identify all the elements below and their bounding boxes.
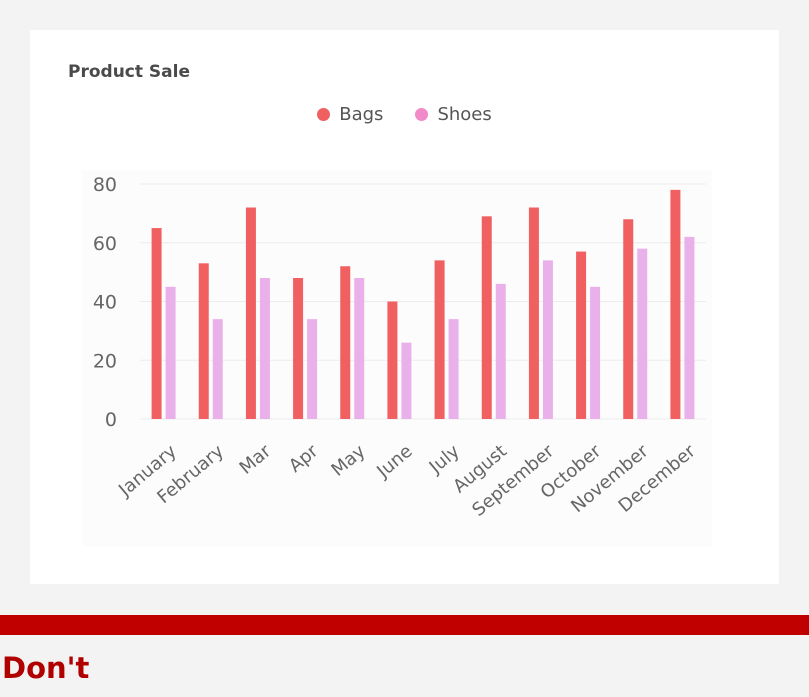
bar-bags-december	[670, 189, 681, 419]
legend-label-shoes: Shoes	[437, 104, 492, 125]
y-tick-label-40: 40	[93, 292, 117, 314]
bar-bags-january	[151, 228, 162, 419]
bar-bags-apr	[293, 278, 304, 419]
bar-shoes-february	[212, 319, 223, 419]
chart-card: Product Sale Bags Shoes 0 20 40 60 80 January…	[30, 30, 779, 584]
bar-shoes-june	[401, 342, 412, 419]
y-tick-label-60: 60	[93, 233, 117, 255]
bar-shoes-december	[684, 236, 695, 419]
bar-shoes-october	[590, 286, 601, 419]
bar-shoes-july	[448, 319, 459, 419]
bar-shoes-apr	[307, 319, 318, 419]
bar-shoes-august	[495, 283, 506, 419]
bar-shoes-january	[165, 286, 176, 419]
legend-marker-shoes	[415, 108, 429, 121]
divider-bar	[0, 615, 809, 635]
bar-bags-june	[387, 301, 398, 419]
y-tick-label-0: 0	[105, 409, 117, 431]
bar-bags-may	[340, 266, 351, 419]
bar-bags-august	[481, 216, 492, 419]
bar-shoes-november	[637, 248, 648, 419]
dont-heading: Don't	[2, 651, 90, 685]
bar-shoes-september	[542, 260, 553, 419]
bar-shoes-may	[354, 278, 365, 419]
legend-item-bags[interactable]: Bags	[317, 104, 383, 125]
bar-bags-mar	[245, 207, 256, 419]
y-tick-label-20: 20	[93, 350, 117, 372]
chart-legend: Bags Shoes	[30, 104, 779, 125]
legend-item-shoes[interactable]: Shoes	[415, 104, 492, 125]
bar-bags-february	[198, 263, 209, 419]
bar-bags-july	[434, 260, 445, 419]
y-tick-label-80: 80	[93, 174, 117, 196]
bar-shoes-mar	[259, 278, 270, 419]
legend-label-bags: Bags	[339, 104, 384, 125]
bar-bags-september	[528, 207, 539, 419]
bar-bags-october	[576, 251, 587, 419]
bar-bags-november	[623, 219, 634, 419]
card-title: Product Sale	[68, 62, 190, 82]
legend-marker-bags	[317, 108, 331, 121]
